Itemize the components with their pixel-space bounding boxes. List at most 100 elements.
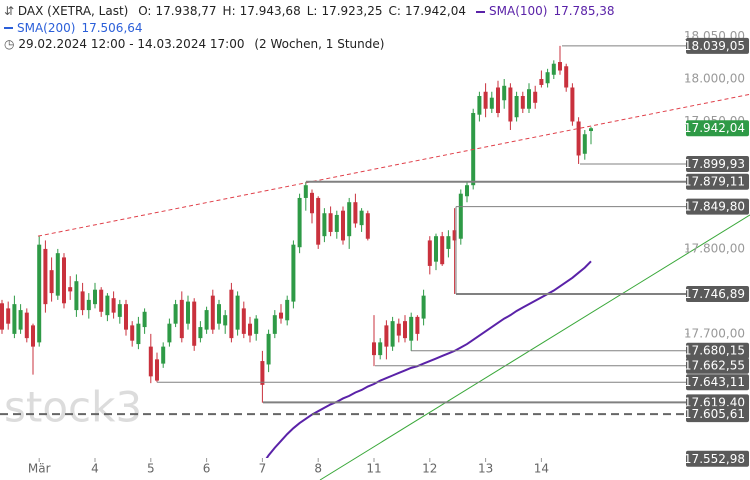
candle-body [24,312,29,339]
candle-body [266,333,271,365]
header-row: SMA(200) 17.506,64 [4,20,615,37]
candle-body [353,202,358,224]
candle-body [142,311,147,328]
level-label: 17.605,61 [684,407,745,421]
level-label: 17.643,11 [684,375,745,389]
candle-body [576,121,581,156]
level-label: 17.680,15 [684,344,745,358]
candle-body [161,346,166,364]
candle-body [341,210,345,241]
candle-body [427,240,432,266]
candle-body [285,299,290,321]
watermark: stock3 [4,383,142,432]
level-label: 17.899,93 [684,157,745,171]
candle-body [192,301,197,346]
current-label: 17.942,04 [684,121,745,135]
period: 29.02.2024 12:00 - 14.03.2024 17:00 [18,37,245,51]
symbol: DAX (XETRA, Last) [17,4,129,18]
candle-body [496,87,500,113]
legend-value: 17.785,38 [553,4,615,18]
candle-body [545,72,550,84]
candle-body [533,91,538,103]
candle-body [117,304,122,317]
stat-value: 17.942,04 [404,4,467,18]
candle-body [210,295,215,330]
candle-body [173,304,178,324]
legend-name: SMA(200) [17,20,76,35]
x-tick-label: Mär [28,462,51,476]
x-tick-label: 12 [422,462,437,476]
candle-body [502,85,507,101]
stat-key: C: [388,4,401,18]
candle-body [564,66,569,88]
candle-body [124,304,128,330]
icon: ⇵ [4,4,15,18]
y-tick-label: 17.800,00 [684,241,745,255]
candle-body [0,303,4,330]
candle-body [272,315,277,334]
candle-body [365,213,370,239]
x-tick-label: 7 [259,462,267,476]
candle-body [514,96,519,118]
level-box [686,156,749,173]
candle-body [322,213,327,237]
x-tick-label: 8 [314,462,322,476]
candle-body [49,270,54,294]
trendline [37,93,750,237]
y-tick-label: 18.000,00 [684,72,745,86]
candle-body [582,134,587,154]
interval: (2 Wochen, 1 Stunde) [254,37,385,51]
x-tick-label: 11 [366,462,381,476]
stat-key: O: [138,4,152,18]
candle-body [465,185,469,197]
level-box [686,357,749,374]
candle-body [409,316,414,341]
candle-body [55,253,60,296]
candle-body [217,304,221,324]
candle-body [99,289,104,312]
header: ⇵ DAX (XETRA, Last) O: 17.938,77 H: 17.943,… [4,3,615,53]
candle-body [452,230,457,241]
level-label: 17.849,80 [684,200,745,214]
candle-body [6,308,11,324]
stat-value: 17.923,25 [321,4,383,18]
candle-body [303,185,308,198]
candle-body [421,295,426,319]
candle-body [130,325,135,341]
candle-body [446,236,451,249]
candle-body [80,291,85,311]
candle-body [310,192,314,214]
candle-body [179,299,184,339]
candle-body [68,287,73,292]
legend-name: SMA(100) [489,4,548,18]
current-box [686,120,749,137]
level-label: 18.039,05 [684,39,745,53]
candle-body [551,63,556,75]
candle-body [105,295,110,316]
candle-body [390,321,395,347]
candle-body [43,248,48,305]
candle-body [74,281,79,311]
level-label: 17.662,55 [684,359,745,373]
candle-body [589,128,593,132]
level-box [686,173,749,190]
level-label: 17.879,11 [684,175,745,189]
candle-body [297,197,302,248]
candle-body [31,325,35,347]
candle-body [241,308,246,334]
level-box [686,406,749,423]
candle-body [279,312,283,319]
candle-body [372,342,376,356]
candle-body [204,310,209,330]
candle-body [12,304,17,334]
x-tick-label: 5 [147,462,155,476]
candle-body [155,359,159,381]
candle-body [316,197,321,245]
icon: ◷ [4,37,15,51]
candle-body [260,361,265,385]
candle-body [539,79,544,85]
candle-body [223,315,228,326]
candle-body [37,244,42,343]
